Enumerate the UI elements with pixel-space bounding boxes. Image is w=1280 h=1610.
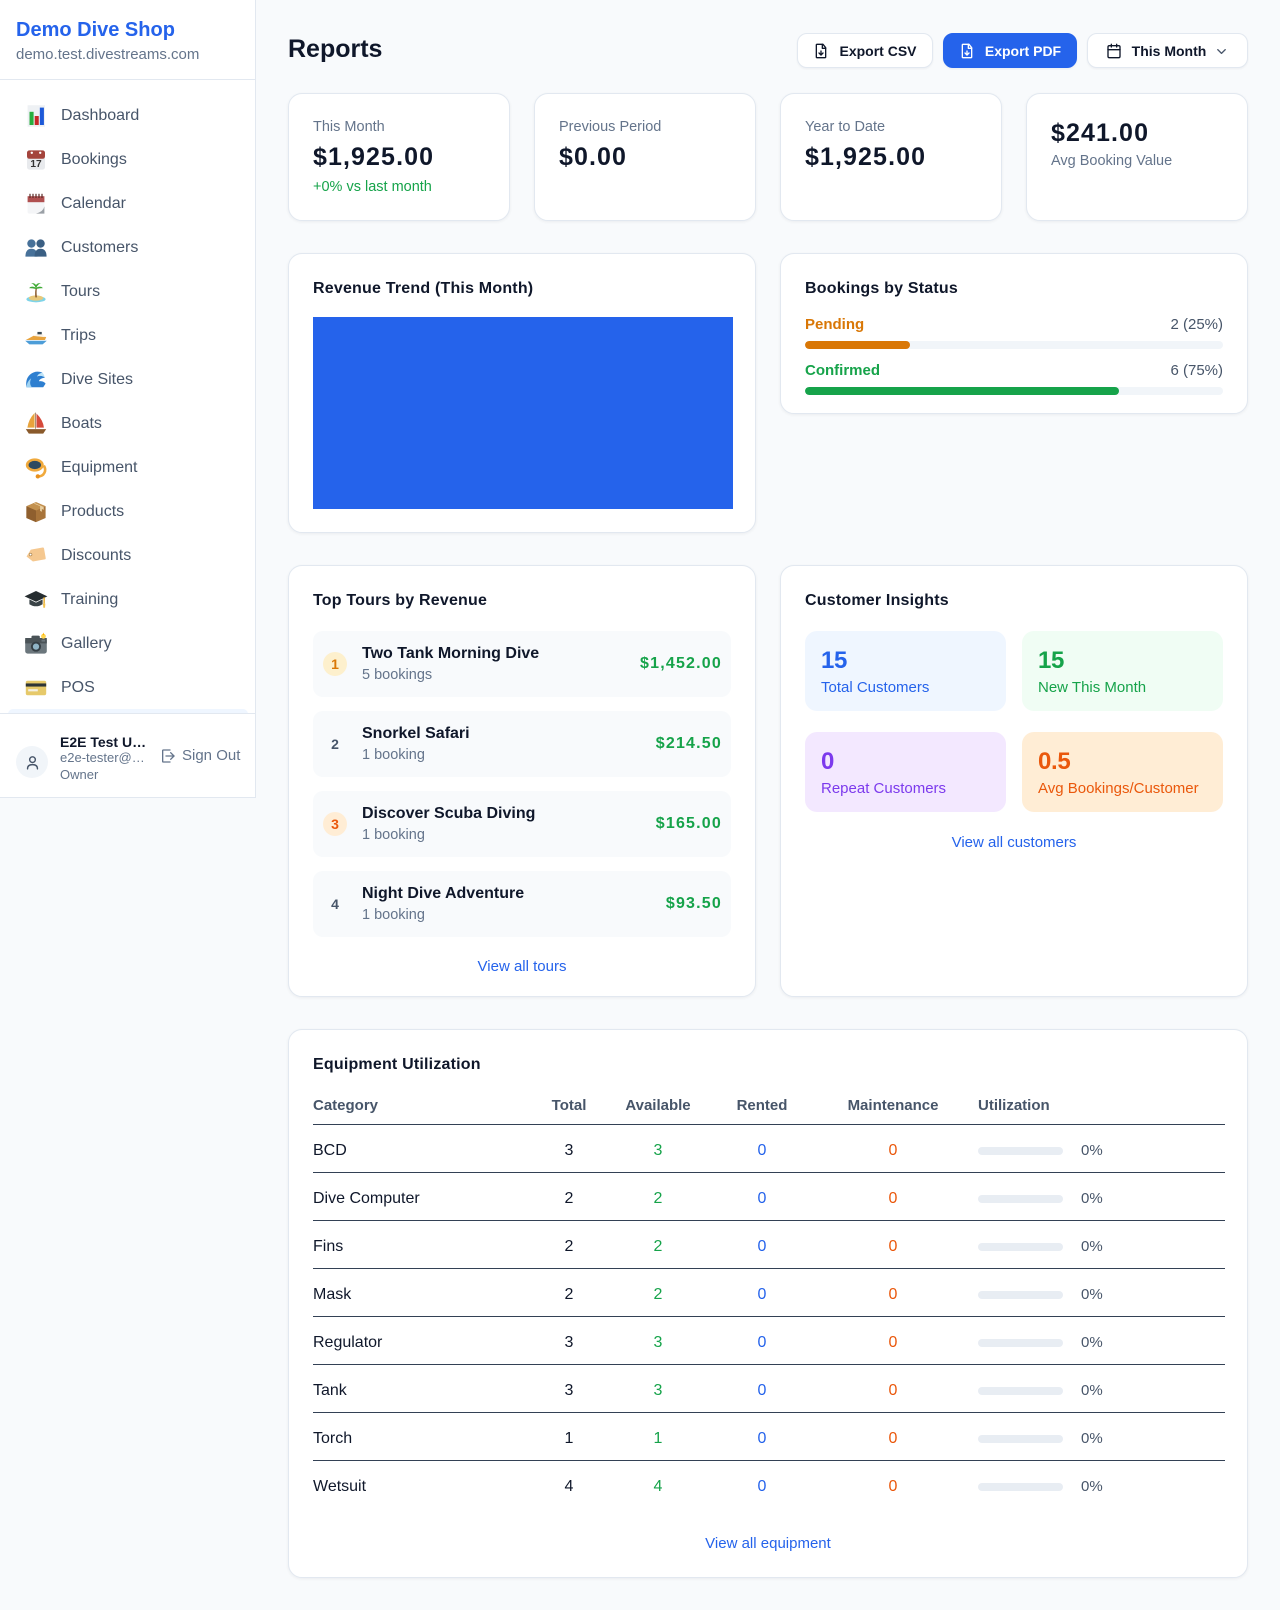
svg-text:17: 17 (30, 159, 42, 170)
